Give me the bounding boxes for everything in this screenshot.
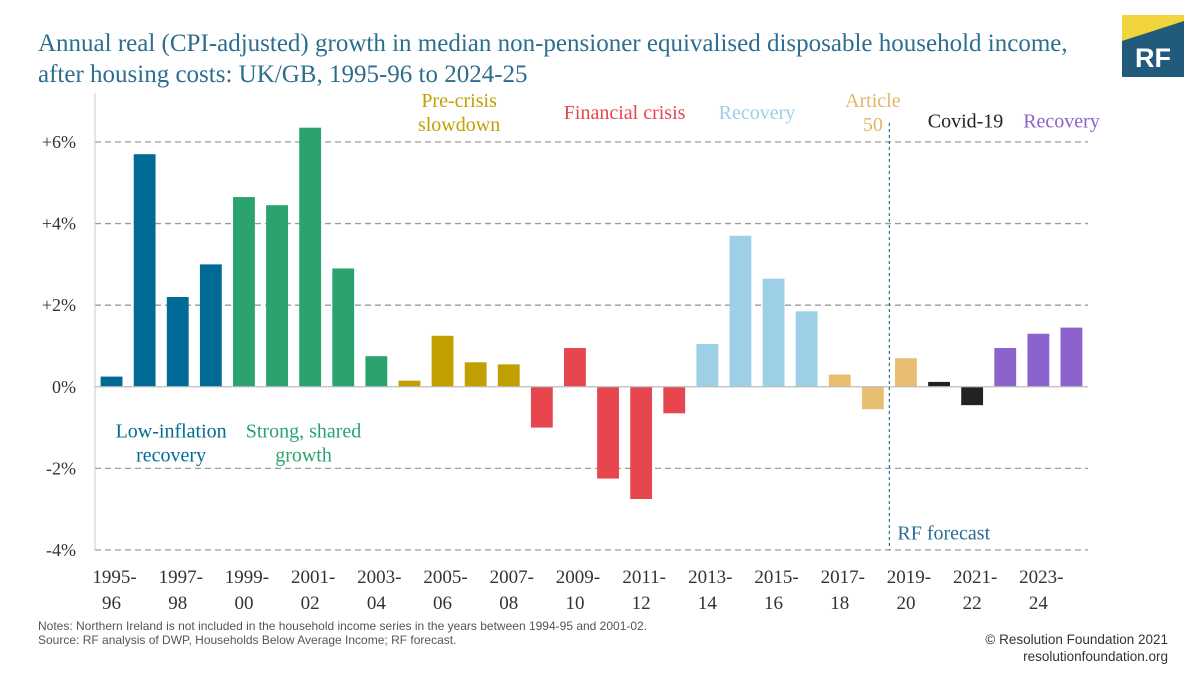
bar <box>961 386 984 406</box>
x-tick-label: 2023- <box>1019 567 1063 588</box>
notes-line: Notes: Northern Ireland is not included … <box>38 619 648 633</box>
x-tick-label: 2005- <box>423 567 467 588</box>
bar <box>597 386 619 479</box>
bar <box>795 311 818 387</box>
period-label: growth <box>275 444 332 466</box>
bar <box>1027 333 1050 387</box>
bar <box>663 386 686 414</box>
rf-logo: RF <box>1122 15 1184 77</box>
bar <box>696 343 719 387</box>
x-tick-label: 20 <box>896 593 915 614</box>
period-label: Article <box>845 90 901 112</box>
x-tick-label: 2009- <box>556 567 600 588</box>
x-tick-label: 96 <box>102 593 121 614</box>
credits: © Resolution Foundation 2021 resolutionf… <box>985 631 1168 665</box>
bar <box>166 297 189 387</box>
bar <box>861 386 884 410</box>
bar <box>332 268 355 387</box>
bar <box>530 386 553 428</box>
x-tick-label: 2001- <box>291 567 335 588</box>
y-tick-label: +6% <box>42 132 76 152</box>
y-tick-label: -4% <box>46 540 76 560</box>
period-label: 50 <box>863 114 883 136</box>
x-tick-label: 1999- <box>225 567 269 588</box>
bar <box>630 386 653 499</box>
bar <box>828 374 851 387</box>
bar <box>100 376 123 387</box>
x-tick-label: 2013- <box>688 567 732 588</box>
x-tick-label: 08 <box>499 593 518 614</box>
period-label: Recovery <box>719 102 796 124</box>
chart-notes: Notes: Northern Ireland is not included … <box>38 619 647 647</box>
bar <box>994 348 1017 387</box>
x-tick-label: 2017- <box>821 567 865 588</box>
x-tick-label: 06 <box>433 593 452 614</box>
x-tick-label: 14 <box>698 593 718 614</box>
x-tick-label: 02 <box>301 593 320 614</box>
logo-text: RF <box>1135 43 1171 73</box>
period-label: slowdown <box>418 114 500 136</box>
period-label: Low-inflation <box>116 420 227 442</box>
x-tick-label: 22 <box>963 593 982 614</box>
period-label: Pre-crisis <box>421 90 497 112</box>
bar <box>464 362 487 387</box>
y-tick-label: 0% <box>52 377 76 397</box>
bar <box>928 381 950 387</box>
bar <box>199 264 222 387</box>
y-tick-label: +2% <box>42 295 76 315</box>
x-tick-label: 10 <box>565 593 584 614</box>
forecast-label: RF forecast <box>897 523 990 545</box>
bar <box>729 235 752 387</box>
x-tick-label: 1995- <box>92 567 136 588</box>
bar <box>133 154 156 387</box>
bar <box>564 348 586 387</box>
period-label: Covid-19 <box>928 110 1004 132</box>
period-label: Strong, shared <box>246 420 362 442</box>
period-label: Financial crisis <box>564 102 686 124</box>
x-tick-label: 24 <box>1029 593 1049 614</box>
x-tick-label: 2007- <box>490 567 534 588</box>
x-tick-label: 2019- <box>887 567 931 588</box>
bar <box>233 197 255 387</box>
bar-chart: +6% +4% +2% 0% -2% -4% RF forecast Low-inflatio… <box>42 90 1100 614</box>
period-label: Recovery <box>1023 110 1100 132</box>
x-tick-label: 00 <box>234 593 253 614</box>
bar <box>1060 327 1083 387</box>
bar <box>266 205 288 387</box>
copyright-text: © Resolution Foundation 2021 <box>985 632 1168 647</box>
y-tick-label: -2% <box>46 458 76 478</box>
bar <box>431 335 454 387</box>
x-tick-label: 98 <box>168 593 187 614</box>
bar <box>365 356 388 387</box>
x-tick-label: 12 <box>632 593 651 614</box>
x-tick-label: 18 <box>830 593 849 614</box>
x-tick-label: 2021- <box>953 567 997 588</box>
x-tick-label: 2003- <box>357 567 401 588</box>
bar <box>762 278 785 387</box>
bar <box>398 380 421 387</box>
logo-accent-icon <box>1122 15 1184 41</box>
bar <box>299 127 322 387</box>
website-link[interactable]: resolutionfoundation.org <box>1023 649 1168 664</box>
bar <box>895 358 917 387</box>
bar <box>497 364 520 387</box>
y-tick-label: +4% <box>42 214 76 234</box>
x-tick-label: 2015- <box>754 567 798 588</box>
chart-title: Annual real (CPI-adjusted) growth in med… <box>38 30 1068 88</box>
x-tick-label: 04 <box>367 593 387 614</box>
period-label: recovery <box>136 444 206 466</box>
x-tick-label: 1997- <box>159 567 203 588</box>
x-tick-label: 16 <box>764 593 783 614</box>
logo-accent-shape <box>1122 15 1184 41</box>
source-line: Source: RF analysis of DWP, Households B… <box>38 633 457 647</box>
x-tick-label: 2011- <box>622 567 666 588</box>
